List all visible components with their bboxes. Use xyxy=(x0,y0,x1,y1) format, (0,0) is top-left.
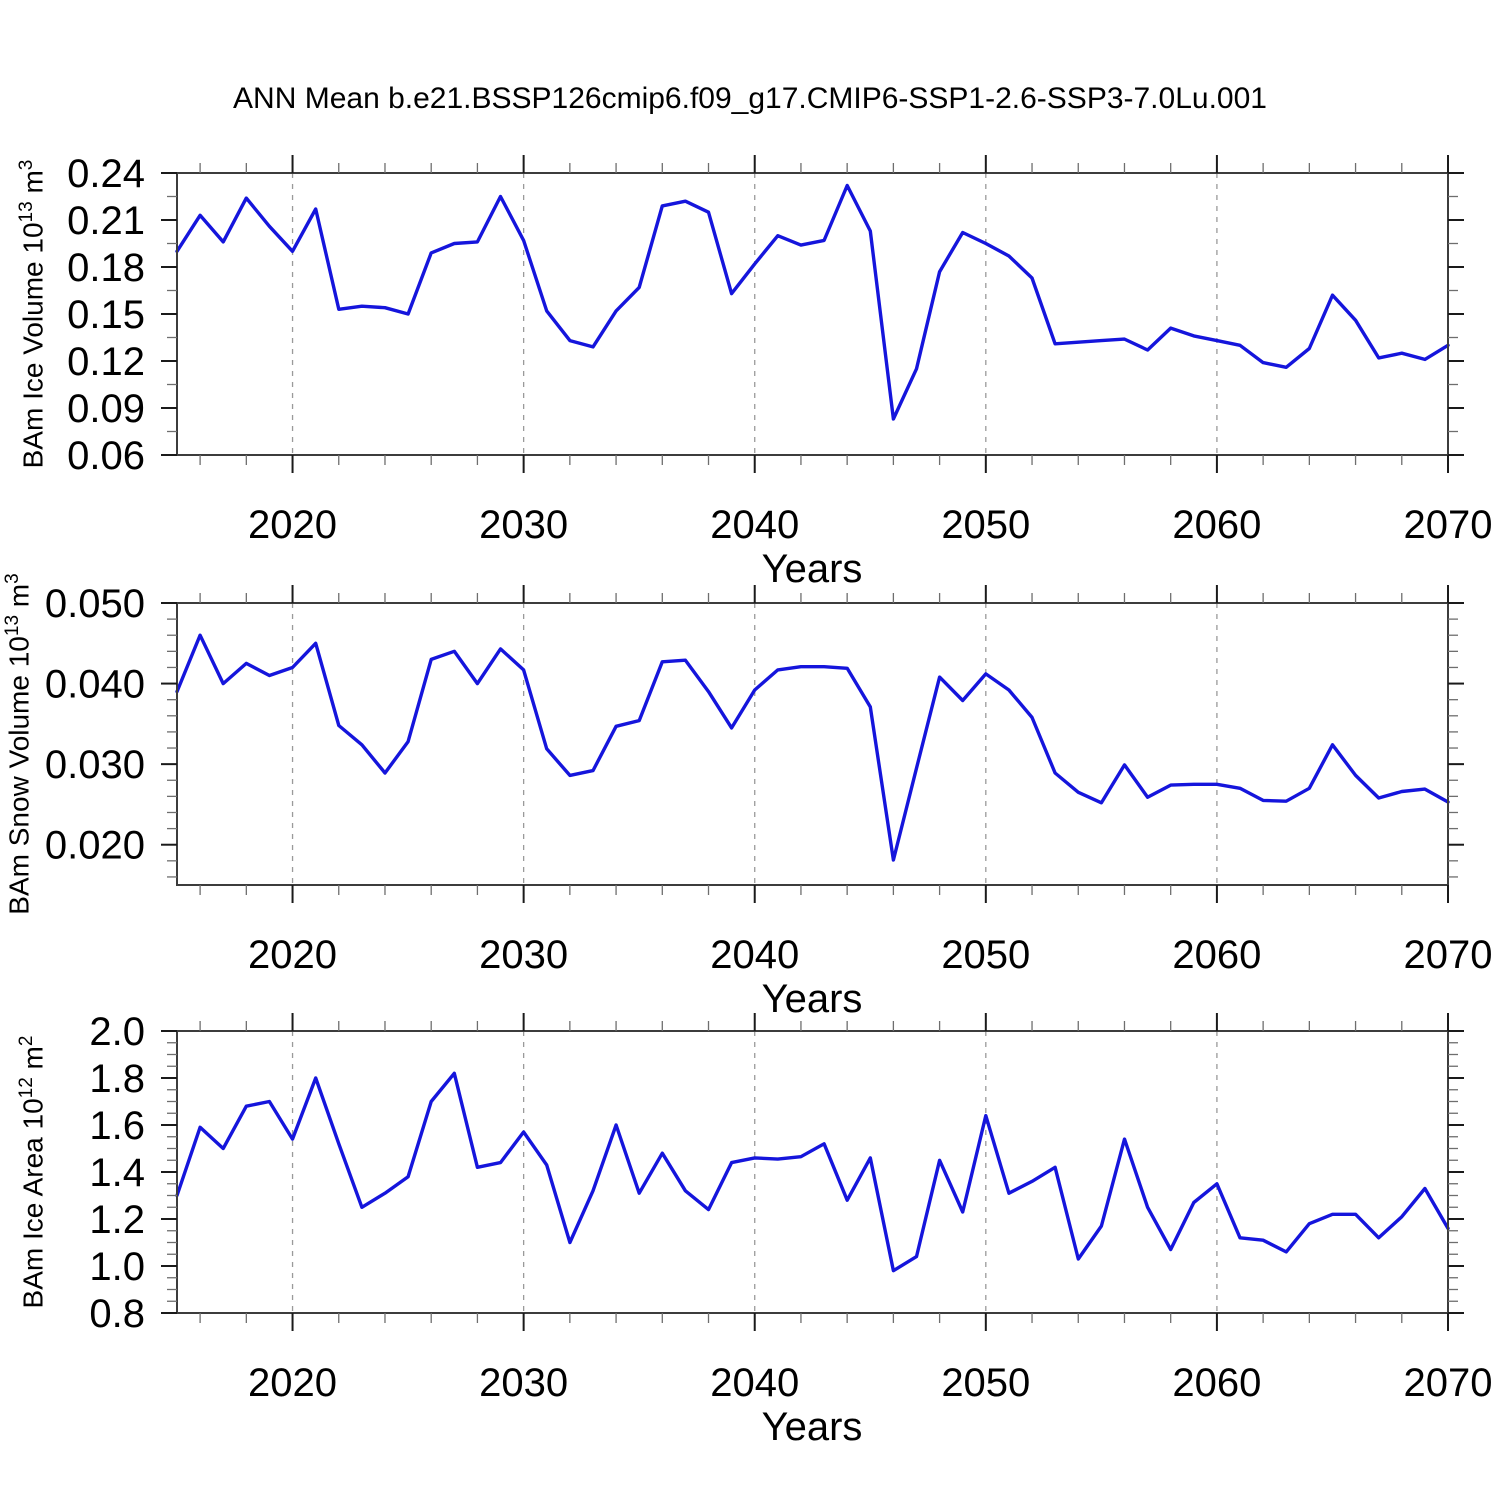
y-axis-title-ice-volume: BAm Ice Volume 1013 m3 xyxy=(16,160,49,469)
x-tick-label: 2060 xyxy=(1172,1361,1261,1405)
y-axis-title-text: BAm Snow Volume 10 xyxy=(3,636,35,915)
y-axis-title-unit-exponent: 3 xyxy=(16,159,37,171)
x-tick-label: 2020 xyxy=(248,1361,337,1405)
x-tick-label: 2040 xyxy=(710,1361,799,1405)
y-tick-label: 0.15 xyxy=(67,293,145,337)
x-tick-label: 2070 xyxy=(1404,933,1493,977)
x-tick-label: 2040 xyxy=(710,933,799,977)
y-tick-label: 0.050 xyxy=(45,582,145,626)
y-tick-label: 0.020 xyxy=(45,824,145,868)
y-tick-label: 1.4 xyxy=(89,1151,145,1195)
y-axis-title-unit-exponent: 3 xyxy=(2,573,23,584)
panel-ice-volume: 2020 2030 2040 2050 2060 2070 0.060.090.120.15… xyxy=(67,152,1492,547)
x-tick-label: 2020 xyxy=(248,503,337,547)
x-tick-label: 2030 xyxy=(479,1361,568,1405)
y-axis-title-exponent: 13 xyxy=(2,614,23,637)
x-tick-label: 2030 xyxy=(479,933,568,977)
x-tick-label: 2070 xyxy=(1404,1361,1493,1405)
y-axis-title-ice-area: BAm Ice Area 1012 m2 xyxy=(16,1036,49,1309)
y-axis-title-exponent: 13 xyxy=(16,201,37,223)
y-axis-title-unit-exponent: 2 xyxy=(16,1035,37,1047)
y-tick-label: 1.6 xyxy=(89,1104,145,1148)
y-axis-title-text: BAm Ice Area 10 xyxy=(17,1098,49,1309)
data-line-ice-volume xyxy=(175,183,1450,421)
panel-frame xyxy=(176,1030,1449,1314)
x-tick-label: 2020 xyxy=(248,933,337,977)
y-axis-title-unit: m xyxy=(3,583,35,615)
panel-snow-volume: 2020 2030 2040 2050 2060 2070 0.020 0.030 0.040 0… xyxy=(45,582,1493,977)
y-axis-title-unit: m xyxy=(17,170,49,202)
panel-ice-area: 2020 2030 2040 2050 2060 2070 0.81.01.21.41.61… xyxy=(89,1010,1492,1405)
y-tick-label: 0.09 xyxy=(67,387,145,431)
x-tick-label: 2050 xyxy=(941,1361,1030,1405)
y-tick-label: 0.18 xyxy=(67,246,145,290)
y-axis-title-text: BAm Ice Volume 10 xyxy=(17,222,49,469)
data-line-ice-area xyxy=(175,1071,1450,1273)
x-tick-label: 2050 xyxy=(941,933,1030,977)
chart-title: ANN Mean b.e21.BSSP126cmip6.f09_g17.CMIP… xyxy=(233,82,1267,115)
x-axis-title: Years xyxy=(761,977,863,1021)
x-tick-label: 2030 xyxy=(479,503,568,547)
x-tick-label: 2040 xyxy=(710,503,799,547)
y-tick-label: 1.0 xyxy=(89,1245,145,1289)
panel-frame xyxy=(176,602,1449,886)
y-axis-title-exponent: 12 xyxy=(16,1077,37,1099)
x-tick-label: 2050 xyxy=(941,503,1030,547)
x-axis-title: Years xyxy=(761,547,863,591)
x-axis-title: Years xyxy=(761,1405,863,1449)
y-tick-label: 0.21 xyxy=(67,199,145,243)
y-tick-label: 1.8 xyxy=(89,1057,145,1101)
y-tick-label: 0.030 xyxy=(45,743,145,787)
y-tick-label: 1.2 xyxy=(89,1198,145,1242)
x-tick-label: 2070 xyxy=(1404,503,1493,547)
y-tick-label: 2.0 xyxy=(89,1010,145,1054)
y-axis-title-snow-volume: BAm Snow Volume 1013 m3 xyxy=(2,573,35,914)
y-tick-label: 0.24 xyxy=(67,152,145,196)
x-tick-label: 2060 xyxy=(1172,503,1261,547)
y-tick-label: 0.06 xyxy=(67,434,145,478)
data-line-snow-volume xyxy=(175,633,1450,862)
panel-frame xyxy=(176,172,1449,456)
x-tick-label: 2060 xyxy=(1172,933,1261,977)
y-axis-title-unit: m xyxy=(17,1046,49,1078)
y-tick-label: 0.040 xyxy=(45,663,145,707)
y-tick-label: 0.8 xyxy=(89,1292,145,1336)
y-tick-label: 0.12 xyxy=(67,340,145,384)
